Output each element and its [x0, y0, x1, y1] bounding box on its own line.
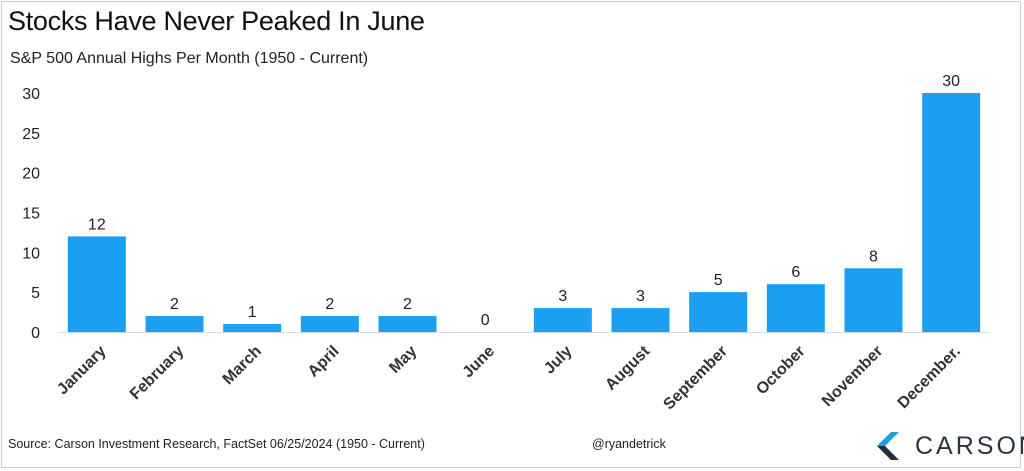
- x-tick-label: November: [819, 343, 886, 410]
- source-note: Source: Carson Investment Research, Fact…: [8, 437, 425, 451]
- y-tick-label: 10: [22, 245, 40, 262]
- bar: [378, 316, 437, 332]
- y-tick-label: 0: [31, 325, 40, 342]
- data-label: 6: [791, 264, 800, 281]
- y-axis-ticks: 0 5 10 15 20 25 30: [22, 86, 40, 342]
- bar: [611, 308, 670, 332]
- x-tick-label: March: [220, 343, 265, 388]
- x-tick-label: June: [460, 343, 498, 381]
- author-handle: @ryandetrick: [592, 437, 666, 451]
- x-tick-label: August: [602, 342, 653, 393]
- y-tick-label: 5: [31, 285, 40, 302]
- y-tick-label: 25: [22, 126, 40, 143]
- data-label: 8: [869, 248, 878, 265]
- y-tick-label: 15: [22, 206, 40, 223]
- chart-subtitle: S&P 500 Annual Highs Per Month (1950 - C…: [10, 50, 369, 67]
- carson-logo-icon: [877, 432, 899, 460]
- carson-logo: CARSON: [875, 426, 1024, 466]
- x-tick-label: May: [386, 343, 420, 377]
- bar: [533, 308, 592, 332]
- bar: [223, 324, 282, 332]
- data-label: 3: [558, 288, 567, 305]
- y-tick-label: 30: [22, 86, 40, 103]
- y-tick-label: 20: [22, 166, 40, 183]
- data-label: 2: [170, 296, 179, 313]
- bar: [145, 316, 204, 332]
- data-label: 5: [714, 272, 723, 289]
- x-tick-label: January: [54, 343, 109, 398]
- carson-logo-text: CARSON: [915, 431, 1024, 460]
- data-label: 0: [481, 312, 490, 329]
- data-label: 2: [403, 296, 412, 313]
- bar: [922, 93, 981, 332]
- bar: [300, 316, 359, 332]
- bars: [67, 93, 981, 332]
- data-label: 3: [636, 288, 645, 305]
- data-label: 30: [942, 73, 960, 90]
- bar: [766, 284, 825, 332]
- data-label: 2: [325, 296, 334, 313]
- x-tick-label: April: [305, 343, 343, 381]
- x-tick-label: September: [660, 343, 731, 414]
- bar: [689, 292, 748, 332]
- x-axis-labels: January February March April May June July Augu…: [54, 342, 964, 413]
- x-tick-label: February: [127, 343, 188, 404]
- bar: [67, 236, 126, 332]
- x-tick-label: July: [541, 343, 576, 378]
- data-label: 1: [248, 304, 257, 321]
- x-tick-label: December.: [895, 343, 964, 412]
- bar: [844, 268, 903, 332]
- data-label: 12: [88, 216, 106, 233]
- chart-title: Stocks Have Never Peaked In June: [8, 6, 425, 36]
- x-tick-label: October: [753, 343, 808, 398]
